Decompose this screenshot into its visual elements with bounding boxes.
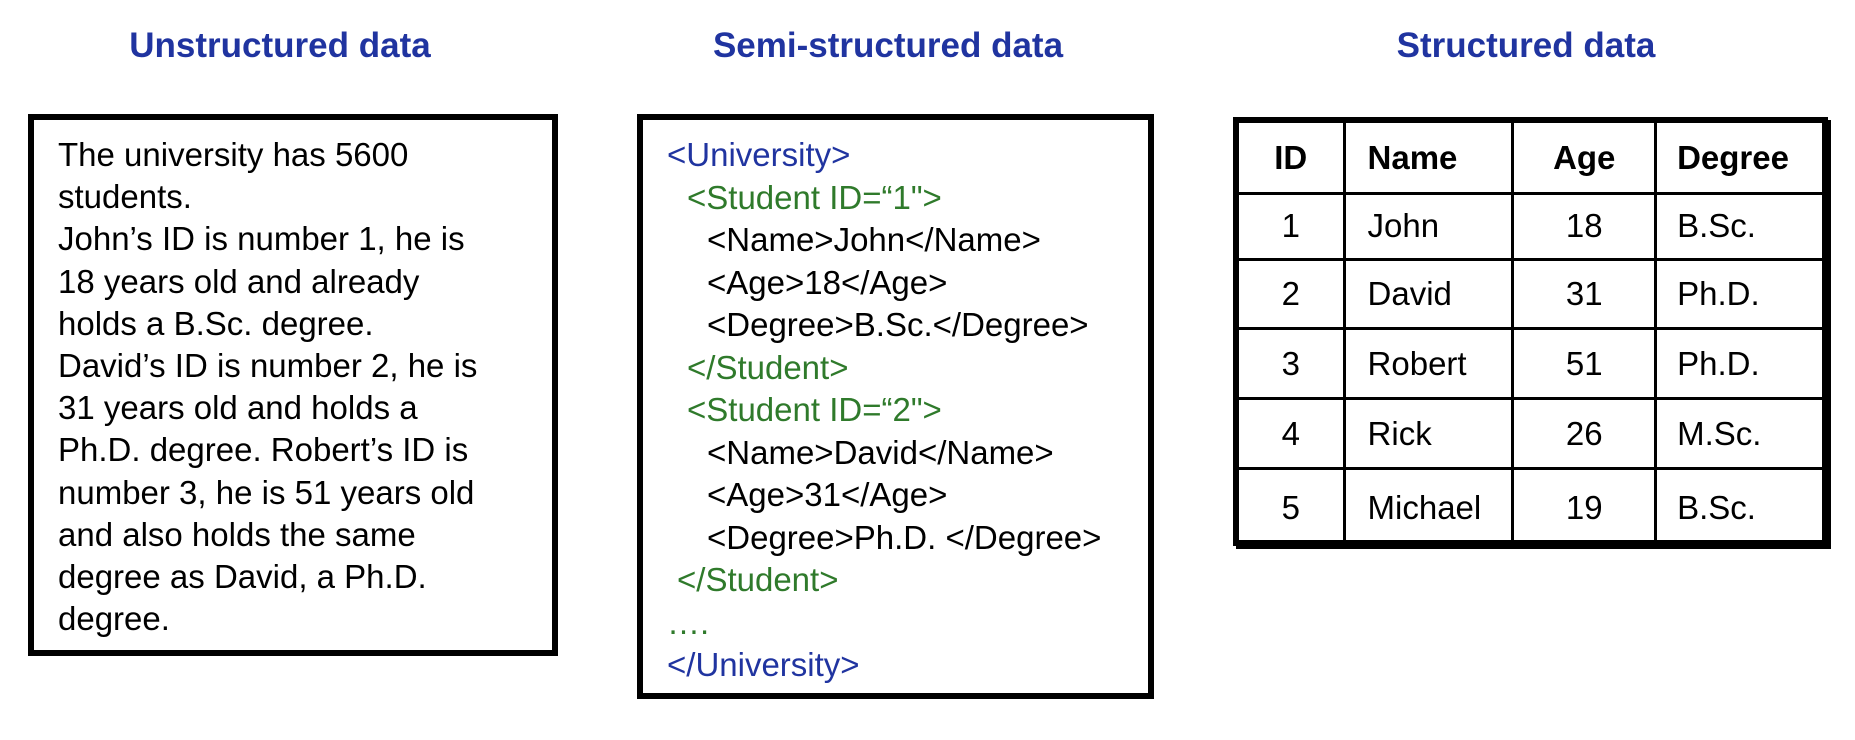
- table-header-cell: Degree: [1654, 120, 1831, 195]
- text-line: degree as David, a Ph.D.: [58, 558, 427, 596]
- unstructured-heading: Unstructured data: [129, 26, 431, 65]
- structured-panel: ID Name Age Degree 1 John 18 B.Sc. 2 David 31 Ph.D…: [1233, 117, 1831, 550]
- table-cell: Rick: [1342, 397, 1515, 470]
- structured-heading: Structured data: [1396, 26, 1656, 65]
- xml-line: <Degree>B.Sc.</Degree>: [707, 306, 1089, 343]
- xml-line: </Student>: [677, 561, 839, 598]
- table-header-row: ID Name Age Degree: [1236, 120, 1831, 195]
- table-cell: B.Sc.: [1654, 192, 1831, 261]
- text-line: David’s ID is number 2, he is: [58, 347, 478, 385]
- semi-structured-heading: Semi-structured data: [712, 26, 1064, 65]
- table-cell: Michael: [1342, 466, 1515, 550]
- text-line: holds a B.Sc. degree.: [58, 304, 374, 342]
- xml-line: <Age>31</Age>: [707, 476, 948, 513]
- table-row: 3 Robert 51 Ph.D.: [1236, 327, 1831, 401]
- text-line: number 3, he is 51 years old: [58, 473, 475, 511]
- xml-line: </University>: [667, 646, 860, 683]
- text-line: 18 years old and already: [58, 262, 420, 300]
- text-line: Ph.D. degree. Robert’s ID is: [58, 431, 469, 469]
- table-header-cell: Name: [1342, 120, 1515, 195]
- table-cell: 5: [1236, 466, 1346, 550]
- table-cell: 51: [1511, 327, 1658, 401]
- xml-line: <Name>John</Name>: [707, 221, 1041, 258]
- text-line: John’s ID is number 1, he is: [58, 220, 465, 258]
- table-row: 4 Rick 26 M.Sc.: [1236, 397, 1831, 470]
- table-cell: Ph.D.: [1654, 327, 1831, 401]
- table-row: 5 Michael 19 B.Sc.: [1236, 466, 1831, 550]
- table-cell: 18: [1511, 192, 1658, 261]
- xml-code-block: <University> <Student ID=“1"> <Name>John</…: [667, 134, 1101, 687]
- table-cell: 26: [1511, 397, 1658, 470]
- student-table: ID Name Age Degree 1 John 18 B.Sc. 2 David 31 Ph.D…: [1236, 120, 1831, 550]
- table-cell: B.Sc.: [1654, 466, 1831, 550]
- table-cell: Ph.D.: [1654, 257, 1831, 331]
- table-cell: 3: [1236, 327, 1346, 401]
- table-cell: 4: [1236, 397, 1346, 470]
- xml-line: <Degree>Ph.D. </Degree>: [707, 518, 1102, 556]
- xml-line: ….: [667, 603, 710, 641]
- table-cell: David: [1342, 257, 1515, 331]
- table-header-cell: Age: [1511, 120, 1658, 195]
- table-row: 1 John 18 B.Sc.: [1236, 192, 1831, 261]
- xml-line: <University>: [667, 136, 851, 173]
- xml-line: <Age>18</Age>: [707, 263, 948, 301]
- unstructured-panel: The university has 5600 students. John’s I…: [28, 114, 558, 656]
- table-row: 2 David 31 Ph.D.: [1236, 257, 1831, 331]
- xml-line: <Student ID=“1">: [687, 178, 942, 216]
- text-line: degree.: [58, 600, 170, 638]
- text-line: and also holds the same: [58, 515, 416, 553]
- table-cell: 2: [1236, 257, 1346, 331]
- table-cell: Robert: [1342, 327, 1515, 401]
- xml-line: <Student ID=“2">: [687, 391, 942, 428]
- text-line: students.: [58, 178, 192, 216]
- table-cell: 31: [1511, 257, 1658, 331]
- table-cell: 19: [1511, 466, 1658, 550]
- xml-line: <Name>David</Name>: [707, 433, 1054, 471]
- text-line: 31 years old and holds a: [58, 389, 418, 427]
- table-header-cell: ID: [1236, 120, 1346, 195]
- text-line: The university has 5600: [58, 136, 409, 173]
- semi-structured-panel: <University> <Student ID=“1"> <Name>John</…: [637, 114, 1154, 699]
- unstructured-text: The university has 5600 students. John’s I…: [58, 134, 532, 640]
- table-cell: M.Sc.: [1654, 397, 1831, 470]
- table-cell: 1: [1236, 192, 1346, 261]
- table-cell: John: [1342, 192, 1515, 261]
- xml-line: </Student>: [687, 348, 849, 386]
